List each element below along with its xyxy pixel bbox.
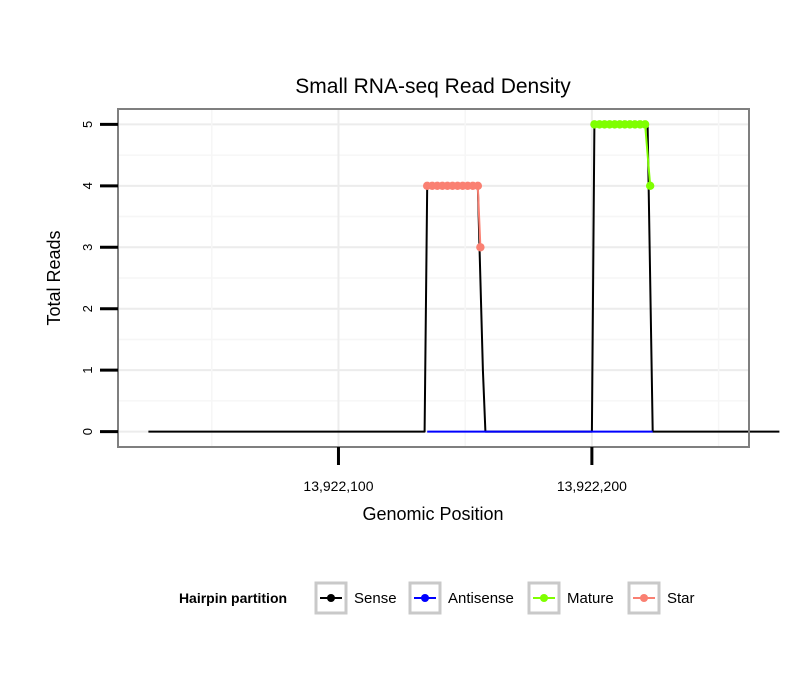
data-point-star <box>476 243 485 252</box>
y-tick-label: 5 <box>80 121 95 128</box>
legend-label-antisense: Antisense <box>448 590 514 607</box>
legend-key-point-antisense <box>421 594 429 602</box>
legend: Hairpin partition Sense Antisense Mature St… <box>179 581 695 615</box>
y-axis: 0 1 2 3 4 5 <box>80 121 118 435</box>
y-tick-label: 1 <box>80 367 95 374</box>
chart-title: Small RNA-seq Read Density <box>295 75 571 98</box>
legend-key-point-sense <box>327 594 335 602</box>
data-point-mature <box>640 120 650 129</box>
y-tick-label: 2 <box>80 305 95 312</box>
grid <box>118 109 749 447</box>
data-point-star <box>473 181 483 191</box>
series-layer <box>148 120 780 433</box>
legend-key-point-mature <box>540 594 548 602</box>
data-point-mature <box>645 181 655 191</box>
x-tick-label: 13,922,100 <box>303 478 373 494</box>
y-tick-label: 0 <box>80 428 95 435</box>
legend-label-sense: Sense <box>354 590 397 607</box>
x-axis-label: Genomic Position <box>362 504 503 524</box>
legend-label-mature: Mature <box>567 590 614 607</box>
plot-border <box>117 108 750 448</box>
x-axis: 13,922,100 13,922,200 <box>303 447 627 494</box>
y-axis-label: Total Reads <box>44 230 64 325</box>
x-tick-label: 13,922,200 <box>557 478 627 494</box>
legend-title: Hairpin partition <box>179 590 287 606</box>
legend-label-star: Star <box>667 590 695 607</box>
y-tick-label: 4 <box>80 182 95 189</box>
legend-key-point-star <box>640 594 648 602</box>
y-tick-label: 3 <box>80 244 95 251</box>
